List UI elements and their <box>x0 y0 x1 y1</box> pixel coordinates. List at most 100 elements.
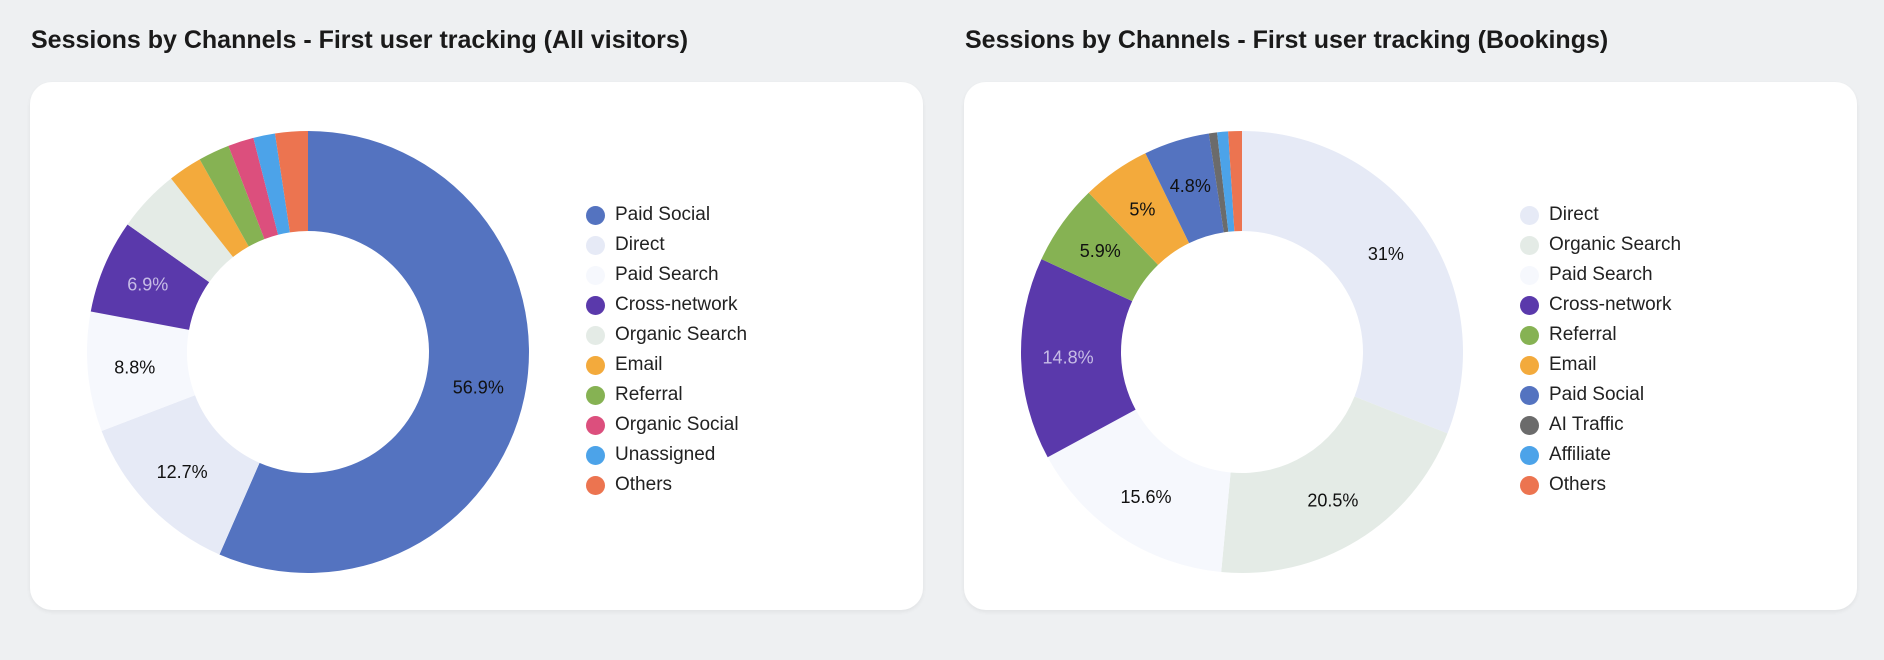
data-label-paid-social: 4.8% <box>1170 176 1211 196</box>
chart-card: 56.9% 12.7% 8.8% 6.9% Paid Social Direct Paid… <box>30 82 923 610</box>
legend-label: Unassigned <box>615 444 716 465</box>
legend-item-paid-search[interactable]: Paid Search <box>586 260 747 290</box>
pie-slice-organic-search[interactable] <box>127 178 234 283</box>
legend-swatch <box>1520 415 1539 435</box>
legend-item-organic-social[interactable]: Organic Social <box>586 410 747 440</box>
legend-label: Paid Social <box>1549 384 1645 405</box>
legend-label: Direct <box>1549 204 1599 225</box>
pie-slice-paid-social[interactable] <box>1145 133 1224 244</box>
legend-swatch <box>1520 385 1539 405</box>
legend-item-email[interactable]: Email <box>586 350 747 380</box>
donut-chart: 31% 20.5% 15.6% 14.8% 5.9% 5% 4.8% <box>1021 131 1463 573</box>
chart-card: 31% 20.5% 15.6% 14.8% 5.9% 5% 4.8% Direct Organ… <box>964 82 1857 610</box>
pie-slice-email[interactable] <box>171 159 249 258</box>
data-label-email: 5% <box>1129 199 1155 219</box>
legend-swatch <box>586 385 605 405</box>
legend-item-paid-search[interactable]: Paid Search <box>1520 260 1681 290</box>
legend-label: Paid Social <box>615 204 711 225</box>
pie-slice-paid-social[interactable] <box>219 131 529 573</box>
legend-item-others[interactable]: Others <box>1520 470 1681 500</box>
pie-slice-organic-search[interactable] <box>1221 396 1448 573</box>
legend-label: Email <box>615 354 663 375</box>
legend-label: Referral <box>1549 324 1617 345</box>
legend-swatch <box>1520 265 1539 285</box>
chart-title: Sessions by Channels - First user tracki… <box>31 26 689 54</box>
legend-label: Referral <box>615 384 683 405</box>
legend-swatch <box>1520 235 1539 255</box>
legend-item-paid-social[interactable]: Paid Social <box>1520 380 1681 410</box>
donut-chart: 56.9% 12.7% 8.8% 6.9% <box>87 131 529 573</box>
legend-label: Paid Search <box>1549 264 1653 285</box>
legend-item-affiliate[interactable]: Affiliate <box>1520 440 1681 470</box>
legend-item-direct[interactable]: Direct <box>1520 200 1681 230</box>
legend-label: Affiliate <box>1549 444 1611 465</box>
pie-slice-others[interactable] <box>1228 131 1242 232</box>
legend-swatch <box>1520 205 1539 225</box>
pie-slice-direct[interactable] <box>1242 131 1463 434</box>
legend-label: Direct <box>615 234 665 255</box>
legend-swatch <box>586 295 605 315</box>
pie-slice-direct[interactable] <box>101 395 260 555</box>
legend-item-referral[interactable]: Referral <box>1520 320 1681 350</box>
pie-slice-referral[interactable] <box>199 145 265 247</box>
legend-item-cross-network[interactable]: Cross-network <box>586 290 747 320</box>
data-label-organic-search: 20.5% <box>1307 490 1358 510</box>
data-label-paid-search: 8.8% <box>114 358 155 378</box>
legend-label: Paid Search <box>615 264 719 285</box>
legend-item-direct[interactable]: Direct <box>586 230 747 260</box>
legend-item-unassigned[interactable]: Unassigned <box>586 440 747 470</box>
legend-swatch <box>586 205 605 225</box>
legend-item-organic-search[interactable]: Organic Search <box>1520 230 1681 260</box>
legend-swatch <box>586 235 605 255</box>
legend-label: Email <box>1549 354 1597 375</box>
legend-item-others[interactable]: Others <box>586 470 747 500</box>
legend-label: Others <box>1549 474 1607 495</box>
legend-swatch <box>1520 475 1539 495</box>
legend-swatch <box>586 445 605 465</box>
legend-label: Organic Search <box>615 324 748 345</box>
legend-swatch <box>1520 325 1539 345</box>
pie-slice-referral[interactable] <box>1041 192 1159 302</box>
data-label-cross-network: 6.9% <box>127 274 168 294</box>
legend-swatch <box>586 355 605 375</box>
chart-panel-bookings: Sessions by Channels - First user tracki… <box>964 0 1859 660</box>
legend-item-referral[interactable]: Referral <box>586 380 747 410</box>
pie-slice-cross-network[interactable] <box>90 224 210 330</box>
legend-item-cross-network[interactable]: Cross-network <box>1520 290 1681 320</box>
legend-item-organic-search[interactable]: Organic Search <box>586 320 747 350</box>
chart-title: Sessions by Channels - First user tracki… <box>965 26 1609 54</box>
chart-panel-all-visitors: Sessions by Channels - First user tracki… <box>30 0 925 660</box>
pie-slice-affiliate[interactable] <box>1217 131 1235 232</box>
chart-legend: Direct Organic Search Paid Search Cross-net… <box>1520 200 1681 500</box>
pie-slice-ai-traffic[interactable] <box>1208 132 1229 233</box>
chart-legend: Paid Social Direct Paid Search Cross-networ… <box>586 200 747 500</box>
legend-label: Cross-network <box>1549 294 1672 315</box>
pie-slice-paid-search[interactable] <box>1047 409 1231 573</box>
legend-swatch <box>1520 295 1539 315</box>
legend-swatch <box>586 415 605 435</box>
data-label-referral: 5.9% <box>1080 241 1121 261</box>
pie-slice-cross-network[interactable] <box>1021 259 1136 458</box>
legend-swatch <box>586 325 605 345</box>
data-label-paid-search: 15.6% <box>1120 487 1171 507</box>
legend-item-paid-social[interactable]: Paid Social <box>586 200 747 230</box>
pie-slice-organic-social[interactable] <box>228 137 279 240</box>
legend-label: AI Traffic <box>1549 414 1624 435</box>
pie-slice-paid-search[interactable] <box>87 311 195 431</box>
pie-slice-others[interactable] <box>274 131 308 233</box>
legend-swatch <box>586 265 605 285</box>
legend-label: Others <box>615 474 673 495</box>
pie-slice-unassigned[interactable] <box>253 133 290 235</box>
data-label-direct: 12.7% <box>157 462 208 482</box>
legend-swatch <box>1520 355 1539 375</box>
data-label-cross-network: 14.8% <box>1043 347 1094 367</box>
legend-swatch <box>1520 445 1539 465</box>
legend-swatch <box>586 475 605 495</box>
data-label-paid-social: 56.9% <box>453 378 504 398</box>
pie-slice-email[interactable] <box>1088 153 1190 265</box>
legend-item-email[interactable]: Email <box>1520 350 1681 380</box>
legend-label: Organic Social <box>615 414 739 435</box>
legend-item-ai-traffic[interactable]: AI Traffic <box>1520 410 1681 440</box>
legend-label: Cross-network <box>615 294 738 315</box>
legend-label: Organic Search <box>1549 234 1682 255</box>
